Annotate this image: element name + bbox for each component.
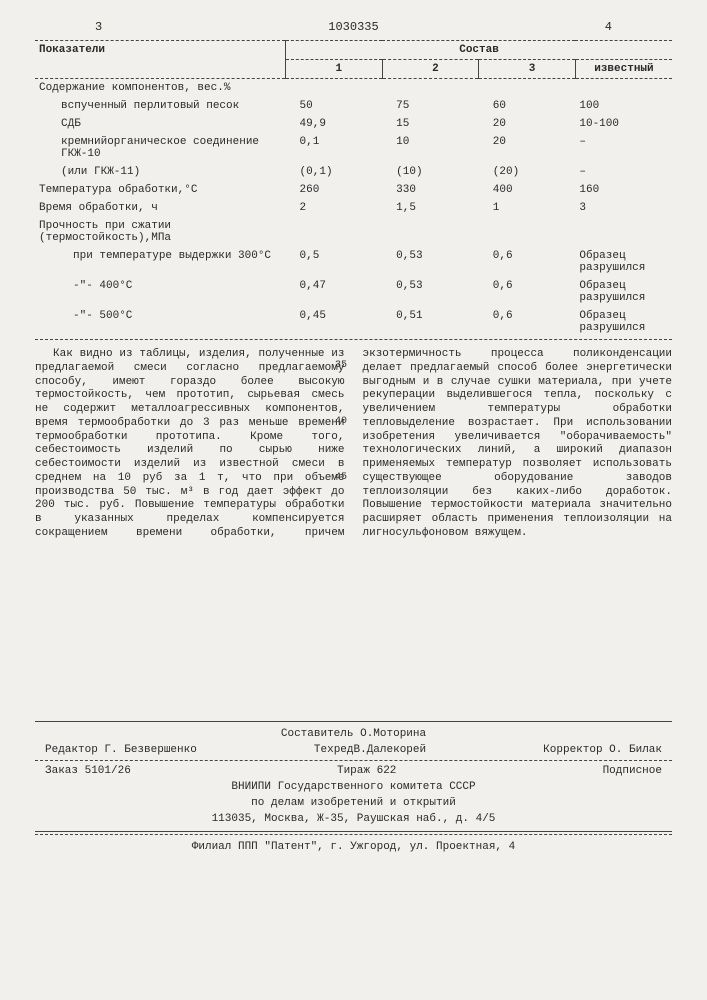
row-label: Содержание компонентов, вес.% (35, 79, 286, 98)
cell-value: 3 (575, 199, 672, 217)
cell-value: 0,6 (479, 307, 576, 337)
cell-value: 10-100 (575, 115, 672, 133)
col-header-1: 1 (286, 60, 383, 79)
techred: ТехредВ.Далекорей (314, 744, 426, 756)
document-number: 1030335 (328, 20, 378, 34)
cell-value (286, 217, 383, 247)
cell-value (382, 217, 479, 247)
col-header-3: 3 (479, 60, 576, 79)
cell-value: Образец разрушился (575, 277, 672, 307)
table-row: Содержание компонентов, вес.% (35, 79, 672, 98)
table-row: -"- 400°С0,470,530,6Образец разрушился (35, 277, 672, 307)
sub: Подписное (603, 765, 662, 777)
cell-value: – (575, 163, 672, 181)
row-label: -"- 400°С (35, 277, 286, 307)
page-col-left: 3 (95, 20, 102, 34)
page-col-right: 4 (605, 20, 612, 34)
cell-value: (20) (479, 163, 576, 181)
col-header-2: 2 (382, 60, 479, 79)
table-row: кремнийорганическое соединение ГКЖ-100,1… (35, 133, 672, 163)
col-header-indicators: Показатели (35, 41, 286, 79)
cell-value: 0,5 (286, 247, 383, 277)
cell-value: 160 (575, 181, 672, 199)
page-header: 3 1030335 4 (35, 20, 672, 40)
cell-value: 330 (382, 181, 479, 199)
table-row: Время обработки, ч21,513 (35, 199, 672, 217)
cell-value: 260 (286, 181, 383, 199)
row-label: при температуре выдержки 300°С (35, 247, 286, 277)
row-label: Температура обработки,°С (35, 181, 286, 199)
order: Заказ 5101/26 (45, 765, 131, 777)
cell-value: 15 (382, 115, 479, 133)
cell-value: 0,45 (286, 307, 383, 337)
cell-value: Образец разрушился (575, 247, 672, 277)
cell-value (479, 79, 576, 98)
cell-value: 2 (286, 199, 383, 217)
cell-value: 50 (286, 97, 383, 115)
cell-value: 0,6 (479, 247, 576, 277)
cell-value: 49,9 (286, 115, 383, 133)
cell-value: 0,6 (479, 277, 576, 307)
col-header-group: Состав (286, 41, 672, 60)
cell-value (382, 79, 479, 98)
imprint-footer: Составитель О.Моторина Редактор Г. Безве… (35, 721, 672, 832)
table-row: вспученный перлитовый песок507560100 (35, 97, 672, 115)
compiler: Составитель О.Моторина (281, 728, 426, 740)
cell-value: Образец разрушился (575, 307, 672, 337)
org-line-1: ВНИИПИ Государственного комитета СССР (35, 779, 672, 795)
cell-value: 60 (479, 97, 576, 115)
cell-value (286, 79, 383, 98)
cell-value: (0,1) (286, 163, 383, 181)
table-row: СДБ49,9152010-100 (35, 115, 672, 133)
row-label: -"- 500°С (35, 307, 286, 337)
cell-value (575, 79, 672, 98)
filial-line: Филиал ППП "Патент", г. Ужгород, ул. Про… (35, 837, 672, 857)
line-number: 40 (335, 416, 347, 429)
composition-table: Показатели Состав 1 2 3 известный Содерж… (35, 40, 672, 337)
row-label: Прочность при сжатии (термостойкость),МП… (35, 217, 286, 247)
cell-value: 20 (479, 115, 576, 133)
row-label: вспученный перлитовый песок (35, 97, 286, 115)
tirazh: Тираж 622 (337, 765, 396, 777)
table-row: (или ГКЖ-11)(0,1)(10)(20)– (35, 163, 672, 181)
row-label: кремнийорганическое соединение ГКЖ-10 (35, 133, 286, 163)
body-paragraph: Как видно из таблицы, изделия, полученны… (35, 348, 672, 541)
row-label: СДБ (35, 115, 286, 133)
row-label: (или ГКЖ-11) (35, 163, 286, 181)
cell-value: 0,53 (382, 277, 479, 307)
org-addr: 113035, Москва, Ж-35, Раушская наб., д. … (35, 811, 672, 827)
line-number: 35 (335, 360, 347, 373)
table-row: Температура обработки,°С260330400160 (35, 181, 672, 199)
table-row: -"- 500°С0,450,510,6Образец разрушился (35, 307, 672, 337)
col-header-known: известный (575, 60, 672, 79)
cell-value: 0,53 (382, 247, 479, 277)
cell-value: 0,51 (382, 307, 479, 337)
editor: Редактор Г. Безвершенко (45, 744, 197, 756)
cell-value: 75 (382, 97, 479, 115)
cell-value (575, 217, 672, 247)
table-row: при температуре выдержки 300°С0,50,530,6… (35, 247, 672, 277)
body-paragraph-container: 35 40 45 Как видно из таблицы, изделия, … (35, 348, 672, 541)
cell-value: 400 (479, 181, 576, 199)
cell-value: 1 (479, 199, 576, 217)
corrector: Корректор О. Билак (543, 744, 662, 756)
row-label: Время обработки, ч (35, 199, 286, 217)
cell-value: 0,1 (286, 133, 383, 163)
cell-value (479, 217, 576, 247)
table-row: Прочность при сжатии (термостойкость),МП… (35, 217, 672, 247)
cell-value: 100 (575, 97, 672, 115)
cell-value: 20 (479, 133, 576, 163)
cell-value: – (575, 133, 672, 163)
cell-value: (10) (382, 163, 479, 181)
org-line-2: по делам изобретений и открытий (35, 795, 672, 811)
cell-value: 1,5 (382, 199, 479, 217)
line-number: 45 (335, 472, 347, 485)
cell-value: 10 (382, 133, 479, 163)
cell-value: 0,47 (286, 277, 383, 307)
